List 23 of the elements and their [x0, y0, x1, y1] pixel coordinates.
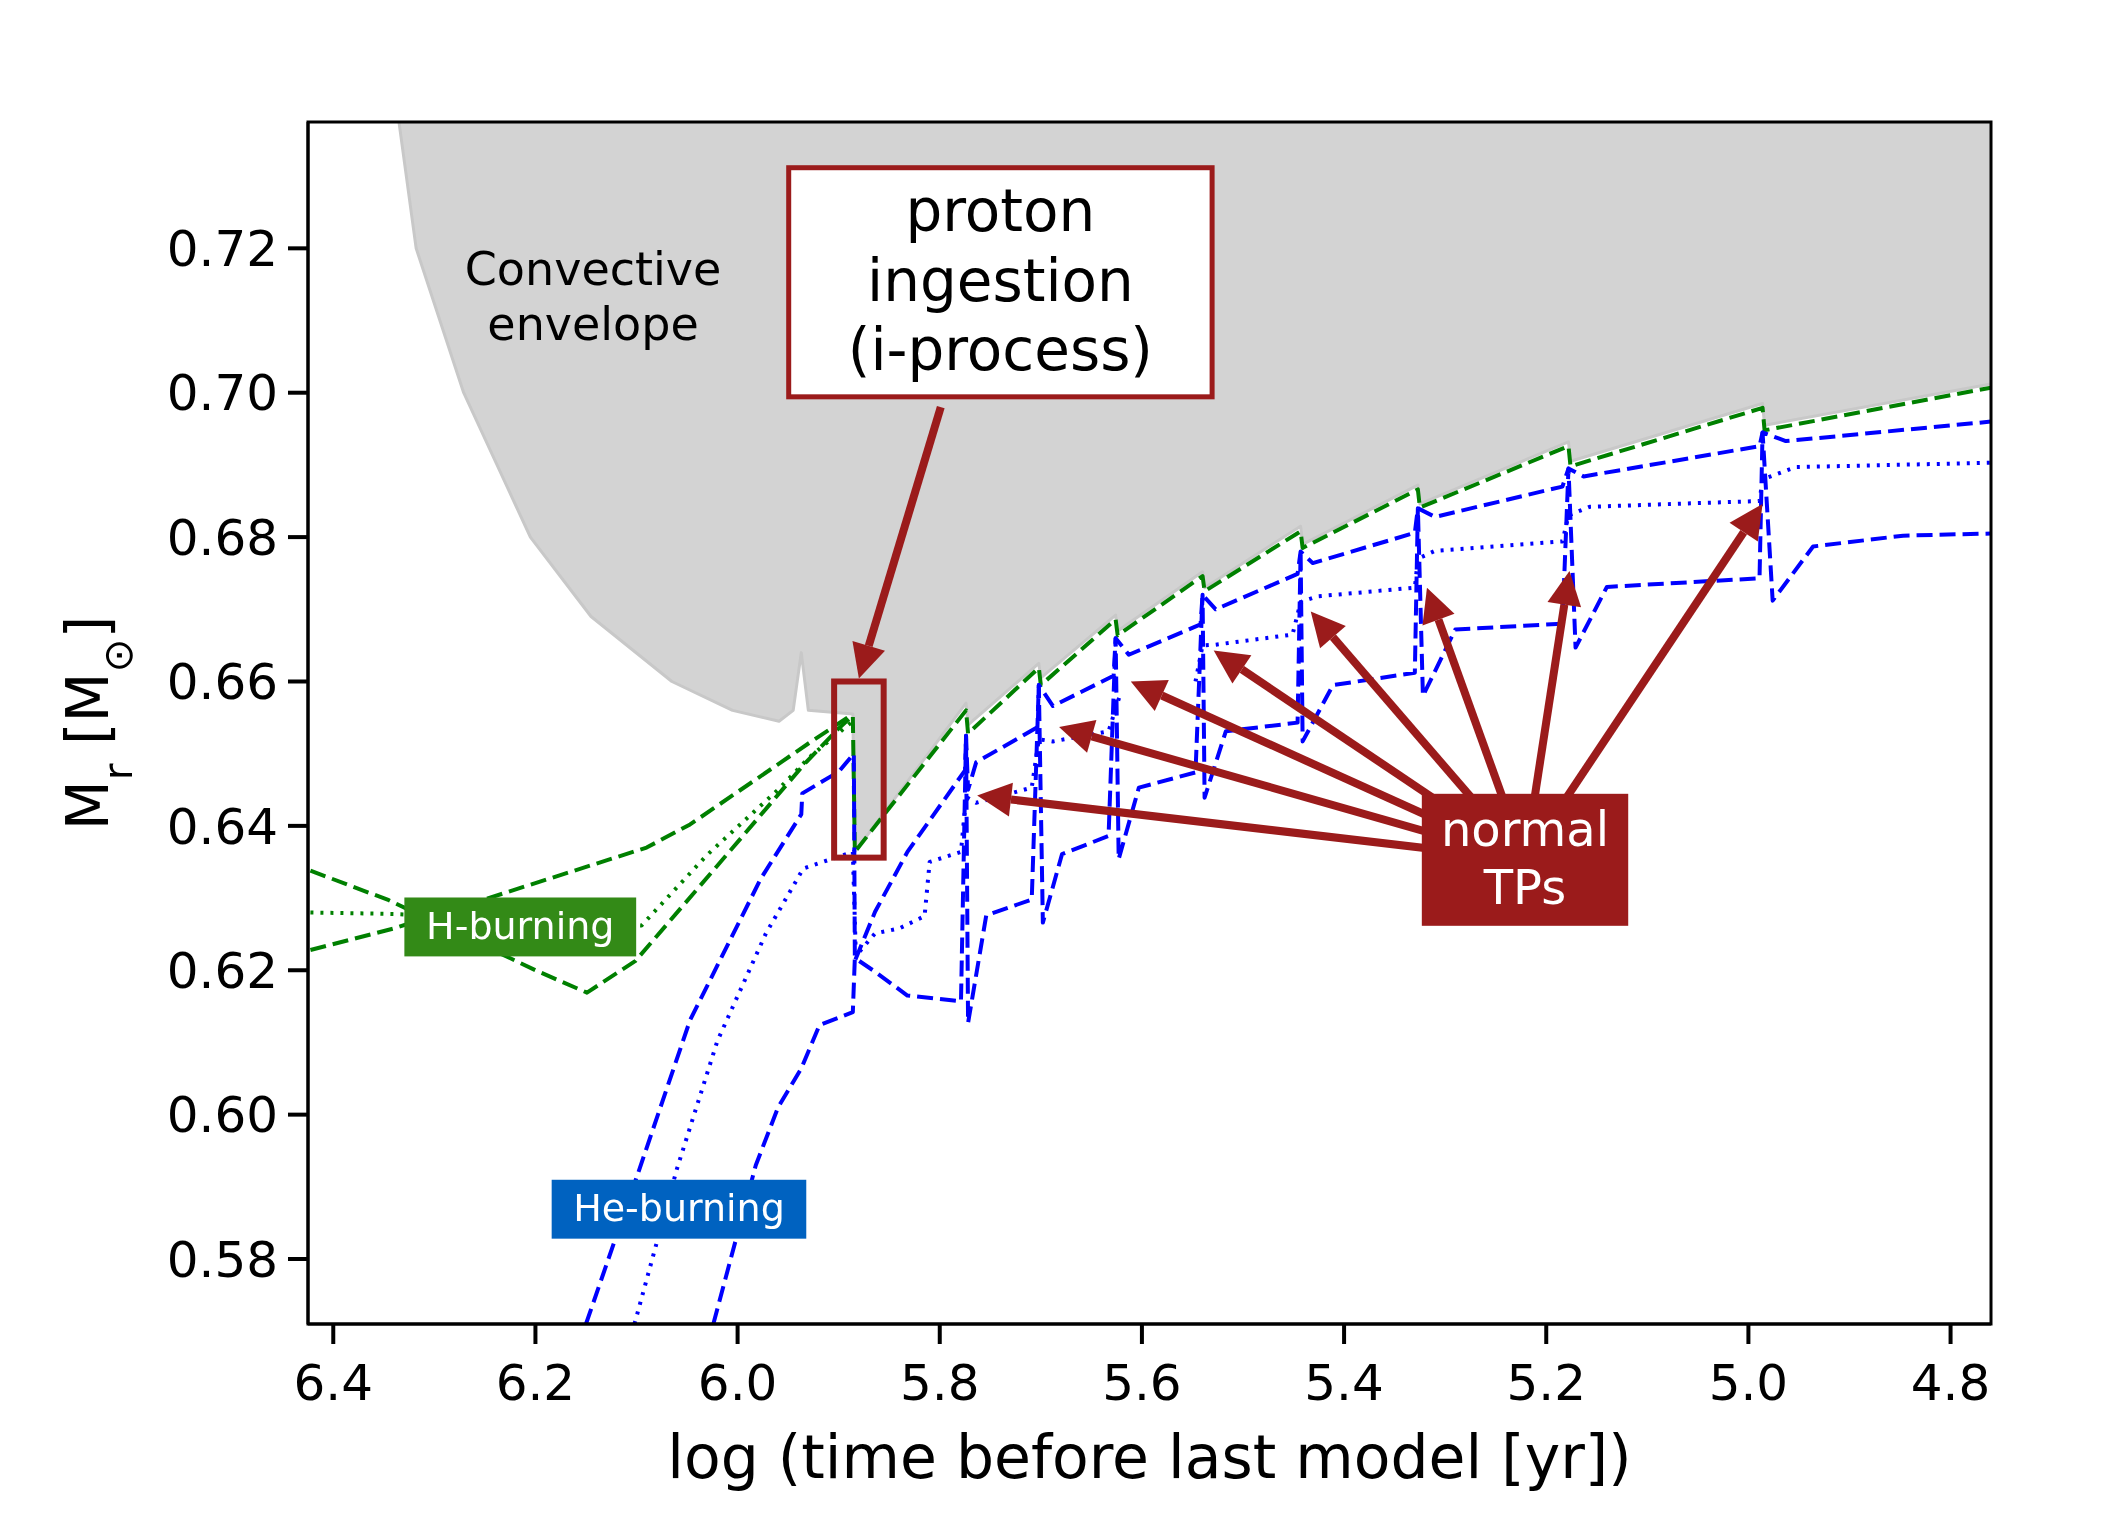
annotation: proton ingestion (i-process): [847, 177, 1153, 385]
y-tick-label: 0.60: [166, 1086, 278, 1145]
y-tick-label: 0.72: [166, 220, 278, 279]
x-tick-label: 5.8: [899, 1353, 980, 1412]
x-tick-label: 4.8: [1910, 1353, 1991, 1412]
annotation: H-burning: [426, 904, 615, 949]
y-tick-label: 0.64: [166, 797, 278, 856]
x-tick-label: 5.0: [1708, 1353, 1789, 1412]
y-tick-label: 0.66: [166, 653, 278, 712]
x-axis-title: log (time before last model [yr]): [667, 1422, 1632, 1492]
y-tick-label: 0.70: [166, 364, 278, 423]
y-tick-label: 0.62: [166, 942, 278, 1001]
x-tick-label: 6.0: [697, 1353, 778, 1412]
x-tick-label: 5.6: [1102, 1353, 1182, 1412]
annotation: Convective envelope: [464, 242, 722, 352]
x-tick-label: 6.4: [293, 1353, 374, 1412]
x-tick-label: 5.4: [1304, 1353, 1384, 1412]
x-tick-label: 5.2: [1506, 1353, 1587, 1412]
y-tick-label: 0.58: [166, 1230, 278, 1289]
annotation: He-burning: [573, 1186, 785, 1231]
x-tick-label: 6.2: [495, 1353, 576, 1412]
y-tick-label: 0.68: [166, 508, 278, 567]
annotation: normal TPs: [1440, 801, 1610, 915]
